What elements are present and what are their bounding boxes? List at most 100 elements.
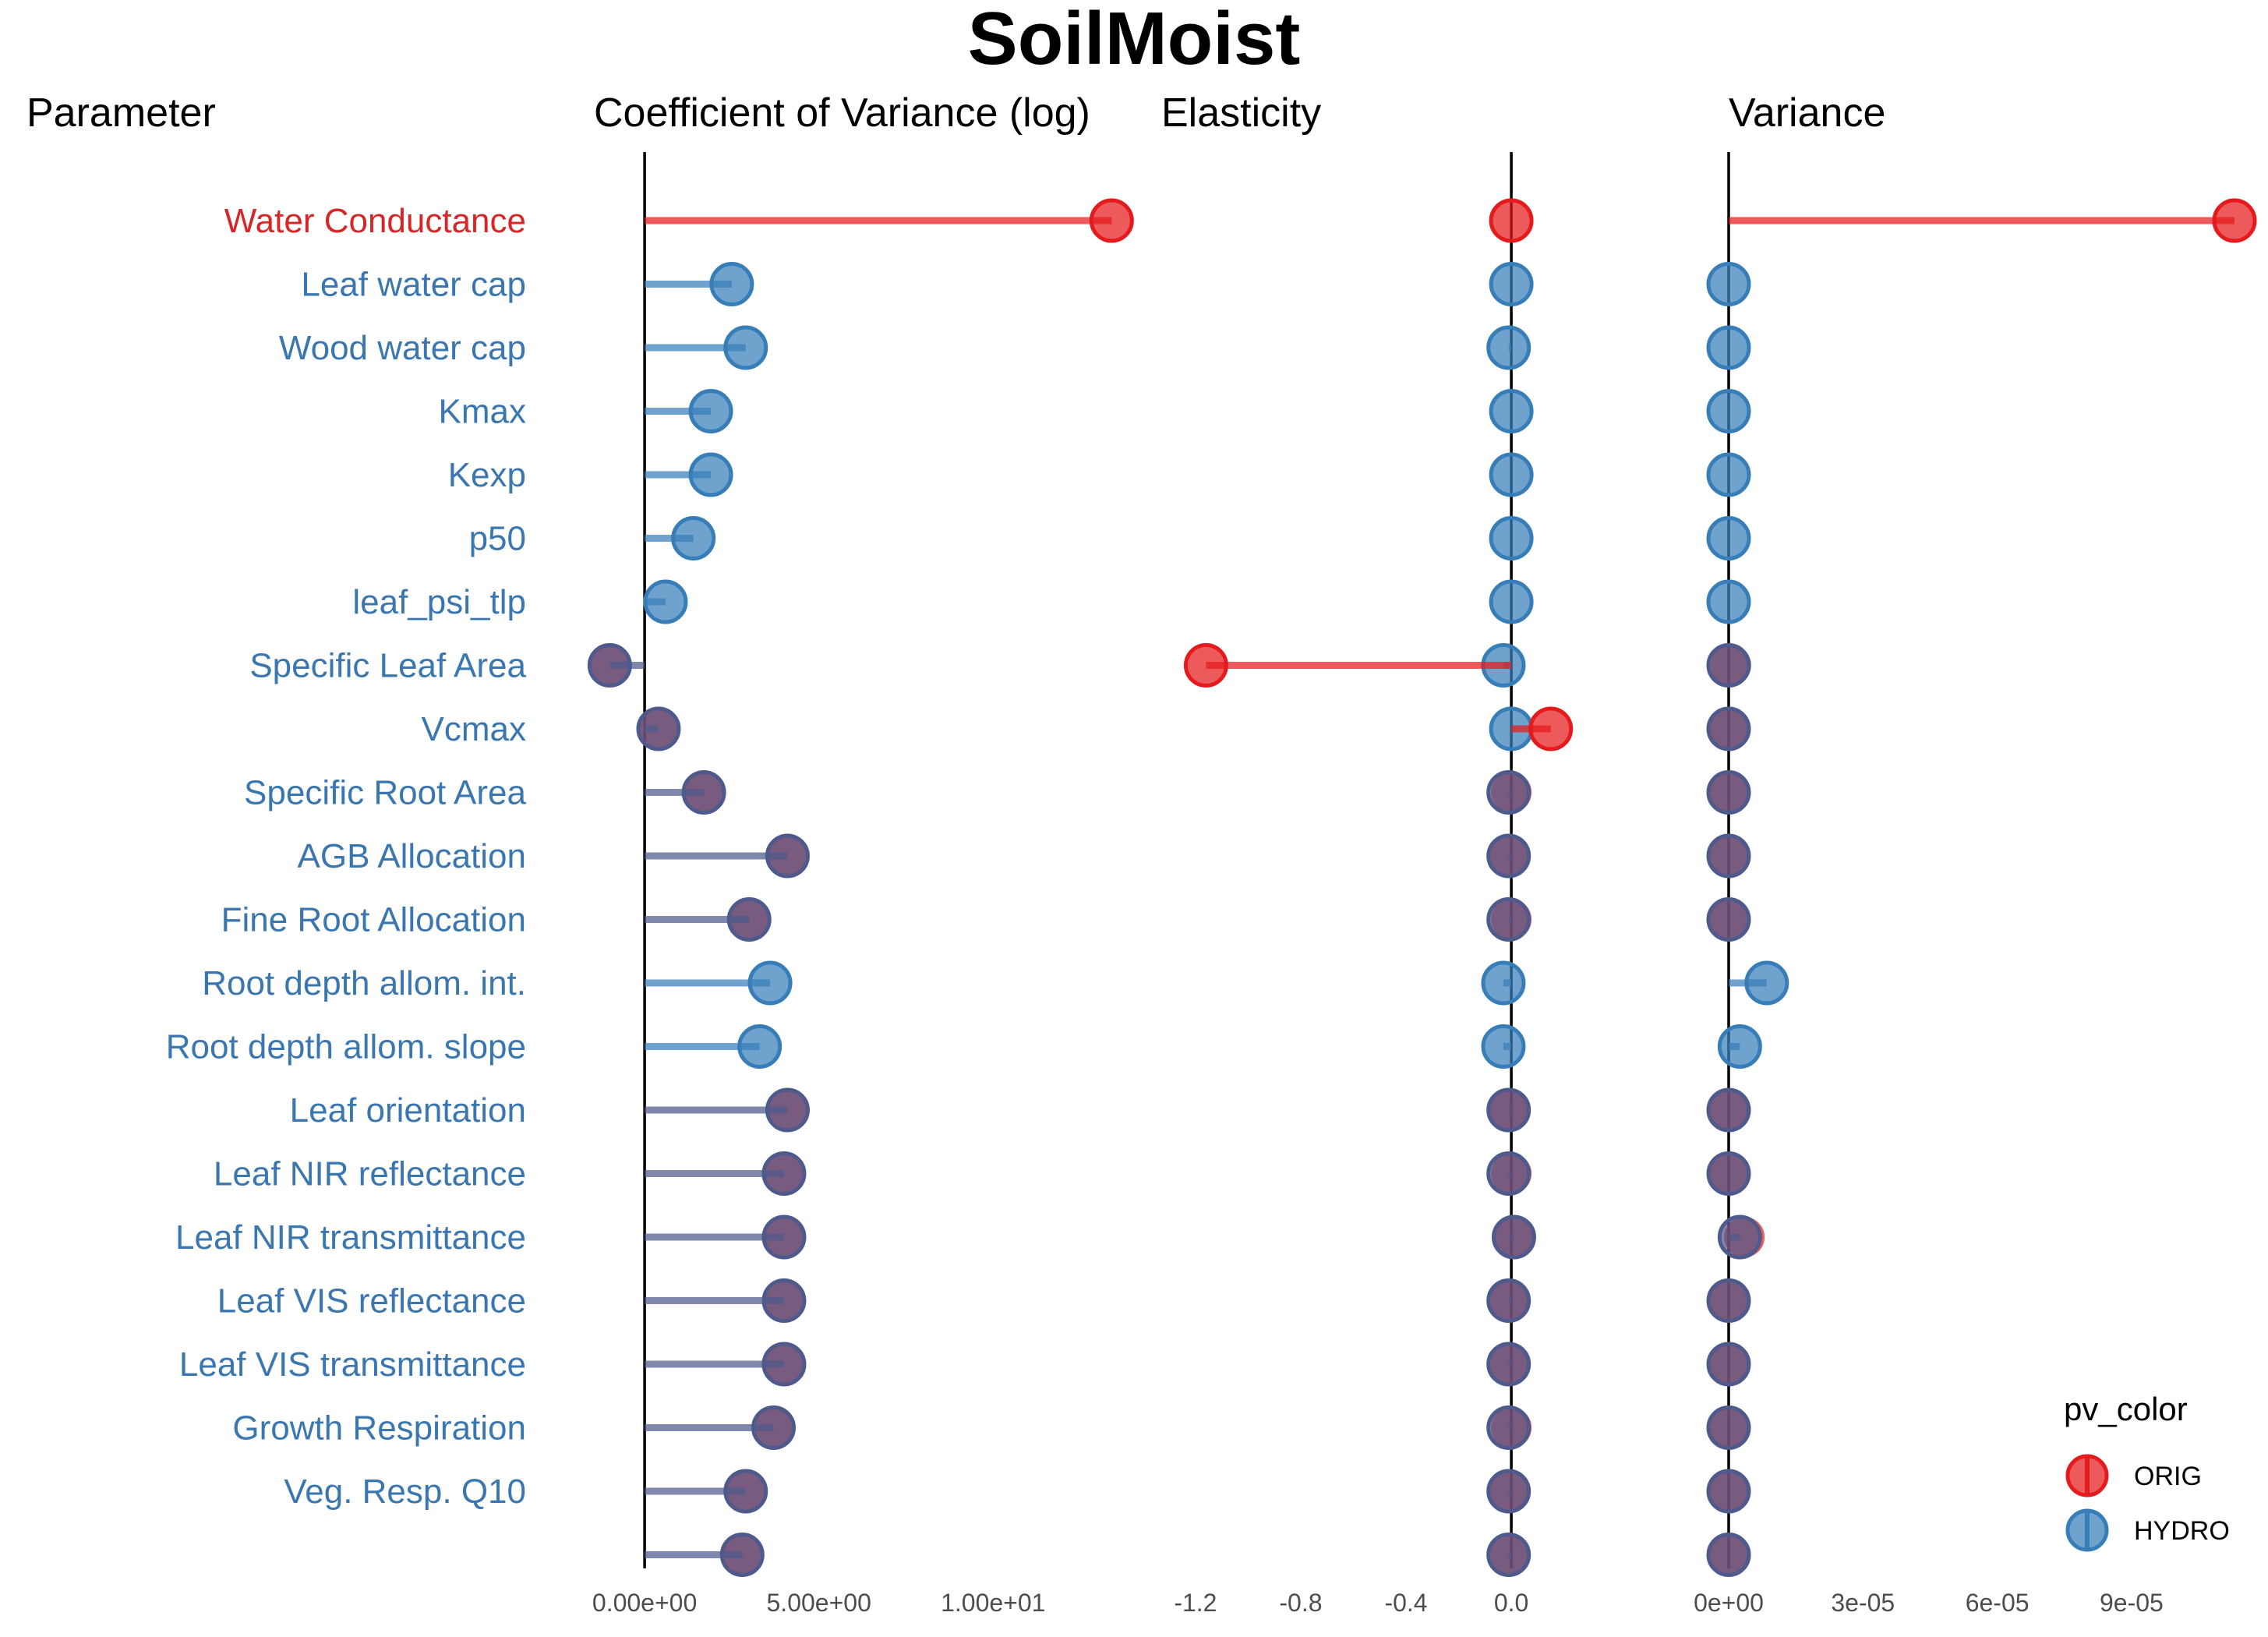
x-tick-label: 3e-05	[1831, 1589, 1895, 1617]
hydro-point	[723, 325, 768, 370]
parameter-label: leaf_psi_tlp	[352, 583, 526, 621]
hydro-point	[1744, 960, 1789, 1006]
parameter-label: Leaf NIR transmittance	[175, 1218, 526, 1257]
hydro-point	[1486, 1533, 1531, 1577]
hydro-point	[587, 643, 632, 688]
parameter-label: Root depth allom. slope	[166, 1028, 526, 1066]
hydro-point	[1486, 1278, 1531, 1323]
hydro-point	[737, 1024, 782, 1069]
hydro-point	[1706, 770, 1751, 815]
hydro-point	[1491, 1214, 1536, 1260]
hydro-point	[1706, 833, 1751, 879]
hydro-point	[719, 1533, 765, 1577]
x-tick-label: 5.00e+00	[767, 1589, 871, 1617]
legend-key-orig	[2065, 1454, 2109, 1497]
hydro-point	[1706, 1087, 1751, 1133]
hydro-point	[671, 516, 716, 560]
hydro-point	[765, 833, 810, 879]
hydro-point	[1486, 1151, 1531, 1196]
orig-point	[1528, 706, 1574, 751]
hydro-point	[1717, 1214, 1762, 1260]
parameter-label: Kmax	[439, 393, 526, 431]
legend: pv_color ORIG HYDRO	[2064, 1391, 2230, 1552]
legend-key-hydro	[2065, 1508, 2109, 1552]
chart-title: SoilMoist	[968, 0, 1301, 80]
hydro-point	[726, 897, 772, 942]
hydro-point	[1481, 960, 1526, 1006]
x-tick-label: 6e-05	[1966, 1589, 2030, 1617]
parameter-label: AGB Allocation	[298, 837, 527, 875]
header-cv: Coefficient of Variance (log)	[594, 90, 1090, 136]
legend-label-orig: ORIG	[2134, 1462, 2202, 1491]
parameter-label: Leaf VIS reflectance	[217, 1282, 526, 1321]
hydro-point	[765, 1087, 810, 1133]
hydro-point	[1481, 1024, 1526, 1069]
x-tick-label: -0.8	[1279, 1589, 1322, 1617]
parameter-label: p50	[469, 520, 526, 558]
x-tick-label: 0e+00	[1694, 1589, 1764, 1617]
hydro-point	[1706, 1342, 1751, 1387]
x-tick-label: 1.00e+01	[941, 1589, 1045, 1617]
variance-panel: 0e+00 3e-05 6e-05 9e-05	[1694, 152, 2257, 1617]
hydro-point	[1489, 579, 1534, 624]
hydro-point	[688, 389, 733, 433]
hydro-point	[1486, 1342, 1531, 1387]
hydro-point	[643, 579, 688, 624]
orig-point	[1183, 643, 1228, 688]
hydro-point	[1486, 833, 1531, 879]
hydro-point	[1706, 643, 1751, 688]
x-tick-label: 9e-05	[2100, 1589, 2164, 1617]
hydro-point	[761, 1278, 807, 1323]
hydro-point	[709, 262, 754, 306]
parameter-label: Vcmax	[422, 710, 526, 748]
orig-point	[2212, 198, 2257, 243]
hydro-point	[761, 1342, 807, 1387]
hydro-point	[1486, 770, 1531, 815]
hydro-point	[1489, 516, 1534, 560]
orig-point	[1489, 198, 1534, 243]
hydro-point	[747, 960, 793, 1006]
hydro-point	[1706, 389, 1751, 433]
orig-point	[1089, 198, 1134, 243]
x-tick-label: 0.00e+00	[592, 1589, 697, 1617]
hydro-point	[1489, 389, 1534, 433]
hydro-point	[1486, 1469, 1531, 1514]
parameter-label: Growth Respiration	[232, 1409, 526, 1448]
hydro-point	[1486, 1405, 1531, 1450]
header-parameter: Parameter	[26, 90, 216, 136]
legend-title: pv_color	[2064, 1391, 2188, 1427]
parameter-label: Specific Leaf Area	[249, 647, 526, 685]
hydro-point	[723, 1469, 768, 1514]
hydro-point	[1486, 897, 1531, 942]
parameter-label: Root depth allom. int.	[202, 964, 526, 1002]
parameter-label: Leaf VIS transmittance	[179, 1345, 526, 1384]
parameter-label: Leaf NIR reflectance	[214, 1155, 526, 1193]
hydro-point	[1486, 325, 1531, 370]
hydro-point	[761, 1214, 807, 1260]
elasticity-panel: -1.2 -0.8 -0.4 0.0	[1174, 152, 1574, 1617]
hydro-point	[751, 1405, 797, 1450]
hydro-point	[1706, 1533, 1751, 1577]
hydro-point	[1706, 452, 1751, 497]
hydro-point	[688, 452, 733, 497]
header-variance: Variance	[1729, 90, 1885, 136]
x-tick-label: -1.2	[1174, 1589, 1217, 1617]
parameter-label: Kexp	[448, 456, 526, 494]
hydro-point	[1706, 1405, 1751, 1450]
legend-label-hydro: HYDRO	[2134, 1516, 2230, 1546]
parameter-labels: Water Conductance Leaf water cap Wood wate…	[166, 202, 527, 1511]
hydro-point	[1706, 897, 1751, 942]
parameter-label: Leaf water cap	[301, 266, 526, 304]
hydro-point	[1706, 579, 1751, 624]
parameter-label: Veg. Resp. Q10	[284, 1473, 526, 1511]
hydro-point	[1489, 262, 1534, 306]
hydro-point	[681, 770, 726, 815]
hydro-point	[1706, 325, 1751, 370]
hydro-point	[1706, 1278, 1751, 1323]
parameter-label: Leaf orientation	[290, 1091, 526, 1130]
hydro-point	[1706, 262, 1751, 306]
header-elasticity: Elasticity	[1161, 90, 1321, 136]
hydro-point	[636, 706, 681, 751]
hydro-point	[1717, 1024, 1762, 1069]
